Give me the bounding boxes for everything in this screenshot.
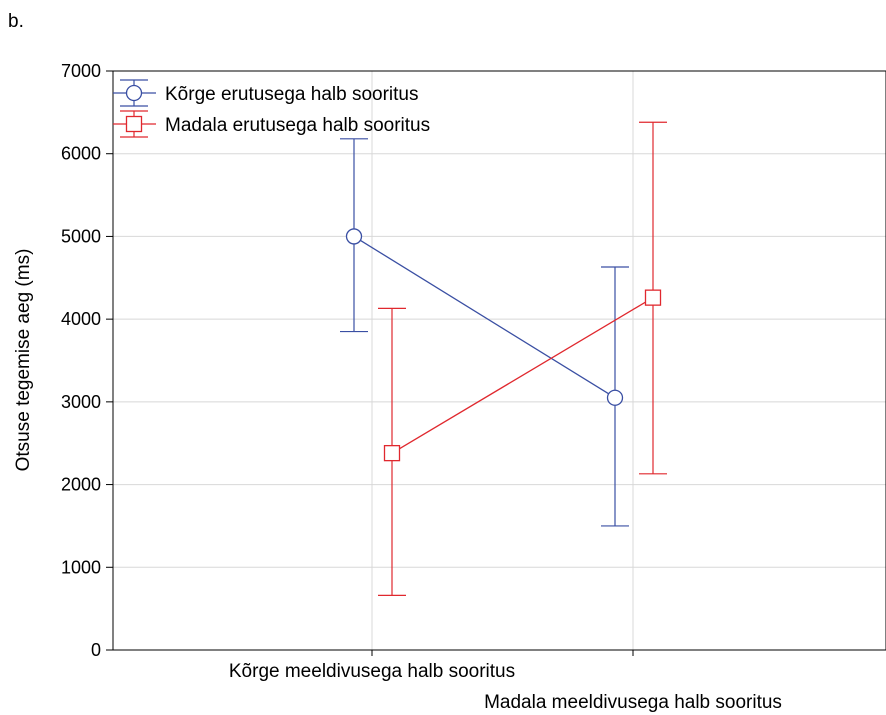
series-line — [391, 297, 654, 454]
plot-frame — [112, 70, 886, 651]
legend-item: Madala erutusega halb sooritus — [113, 110, 430, 138]
y-axis-title: Otsuse tegemise aeg (ms) — [13, 249, 34, 472]
series-2 — [378, 121, 667, 597]
series-1 — [340, 138, 629, 527]
y-tick-label: 1000 — [61, 557, 101, 577]
y-tick-label: 4000 — [61, 309, 101, 329]
y-tick-label: 5000 — [61, 226, 101, 246]
series-line — [353, 235, 616, 399]
data-point — [383, 444, 401, 462]
x-axis: Kõrge meeldivusega halb sooritus Madala m… — [229, 650, 782, 713]
legend-item: Kõrge erutusega halb sooritus — [113, 79, 419, 107]
y-tick-label: 3000 — [61, 392, 101, 412]
y-axis: 0 1000 2000 3000 4000 5000 6000 7000 — [61, 61, 113, 660]
data-point — [345, 228, 363, 245]
x-category-label: Madala meeldivusega halb sooritus — [484, 692, 782, 713]
y-tick-label: 0 — [91, 640, 101, 660]
legend-label: Kõrge erutusega halb sooritus — [165, 84, 419, 105]
data-point — [644, 289, 662, 306]
data-point — [606, 389, 624, 406]
y-tick-label: 7000 — [61, 61, 101, 81]
x-category-label: Kõrge meeldivusega halb sooritus — [229, 661, 515, 682]
y-tick-label: 2000 — [61, 475, 101, 495]
legend: Kõrge erutusega halb sooritus Madala erut… — [113, 79, 430, 138]
legend-marker — [125, 84, 143, 102]
legend-marker — [125, 115, 143, 133]
y-tick-label: 6000 — [61, 144, 101, 164]
series-group — [340, 121, 667, 597]
grid — [113, 71, 886, 650]
panel-label: b. — [8, 11, 24, 32]
legend-label: Madala erutusega halb sooritus — [165, 115, 430, 136]
